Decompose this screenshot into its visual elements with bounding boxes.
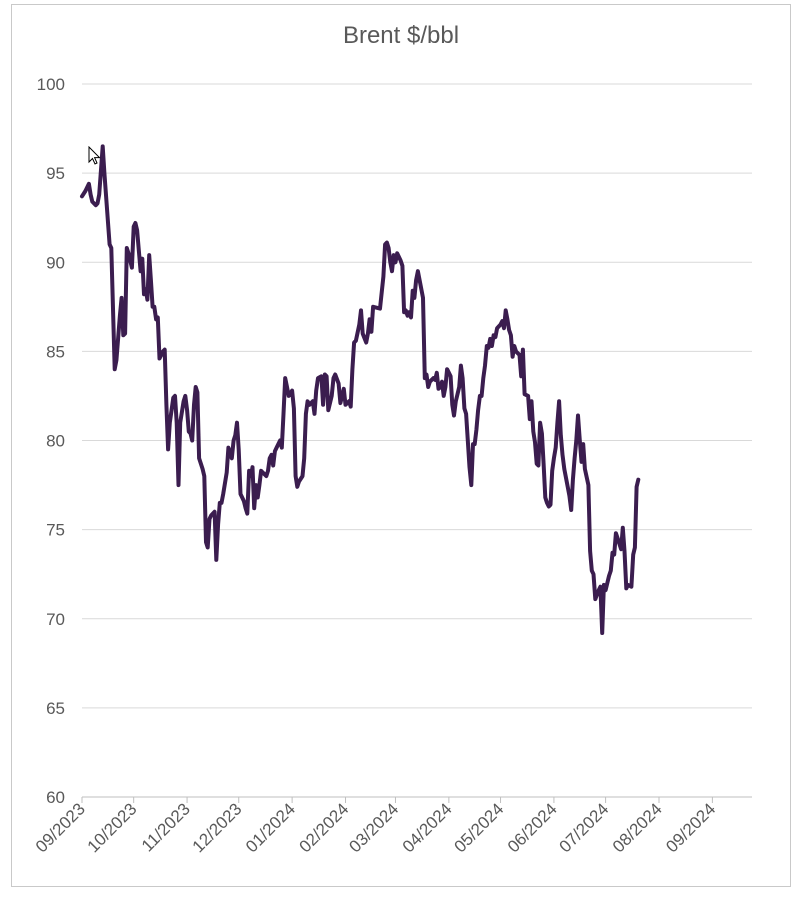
series-line-brent	[80, 144, 641, 635]
chart-frame	[11, 4, 791, 887]
x-tick-label: 02/2024	[295, 799, 352, 856]
x-tick-label: 06/2024	[504, 799, 561, 856]
y-tick-label: 90	[46, 253, 65, 272]
x-tick-label: 12/2023	[189, 799, 246, 856]
plot-area	[80, 144, 641, 635]
y-tick-label: 85	[46, 342, 65, 361]
y-tick-label: 65	[46, 699, 65, 718]
gridlines	[82, 83, 752, 798]
y-tick-label: 100	[37, 75, 65, 94]
x-tick-label: 09/2024	[662, 799, 719, 856]
x-tick-label: 11/2023	[138, 799, 194, 855]
x-tick-label: 04/2024	[399, 799, 456, 856]
y-tick-label: 70	[46, 610, 65, 629]
x-tick-label: 09/2023	[32, 799, 89, 856]
x-tick-label: 01/2024	[242, 799, 299, 856]
mouse-pointer-icon	[88, 146, 101, 165]
x-tick-label: 03/2024	[345, 799, 402, 856]
y-tick-label: 95	[46, 164, 65, 183]
x-tick-label: 05/2024	[450, 799, 507, 856]
y-tick-label: 80	[46, 432, 65, 451]
x-tick-label: 07/2024	[556, 799, 613, 856]
y-tick-label: 75	[46, 521, 65, 540]
y-tick-label: 60	[46, 788, 65, 807]
x-axis: 09/202310/202311/202312/202301/202402/20…	[32, 796, 752, 856]
chart-title: Brent $/bbl	[342, 22, 460, 49]
y-axis: 60 65 70 75 80 85 90 95 100	[37, 75, 65, 807]
x-tick-label: 10/2023	[84, 799, 141, 856]
x-tick-label: 08/2024	[609, 799, 666, 856]
